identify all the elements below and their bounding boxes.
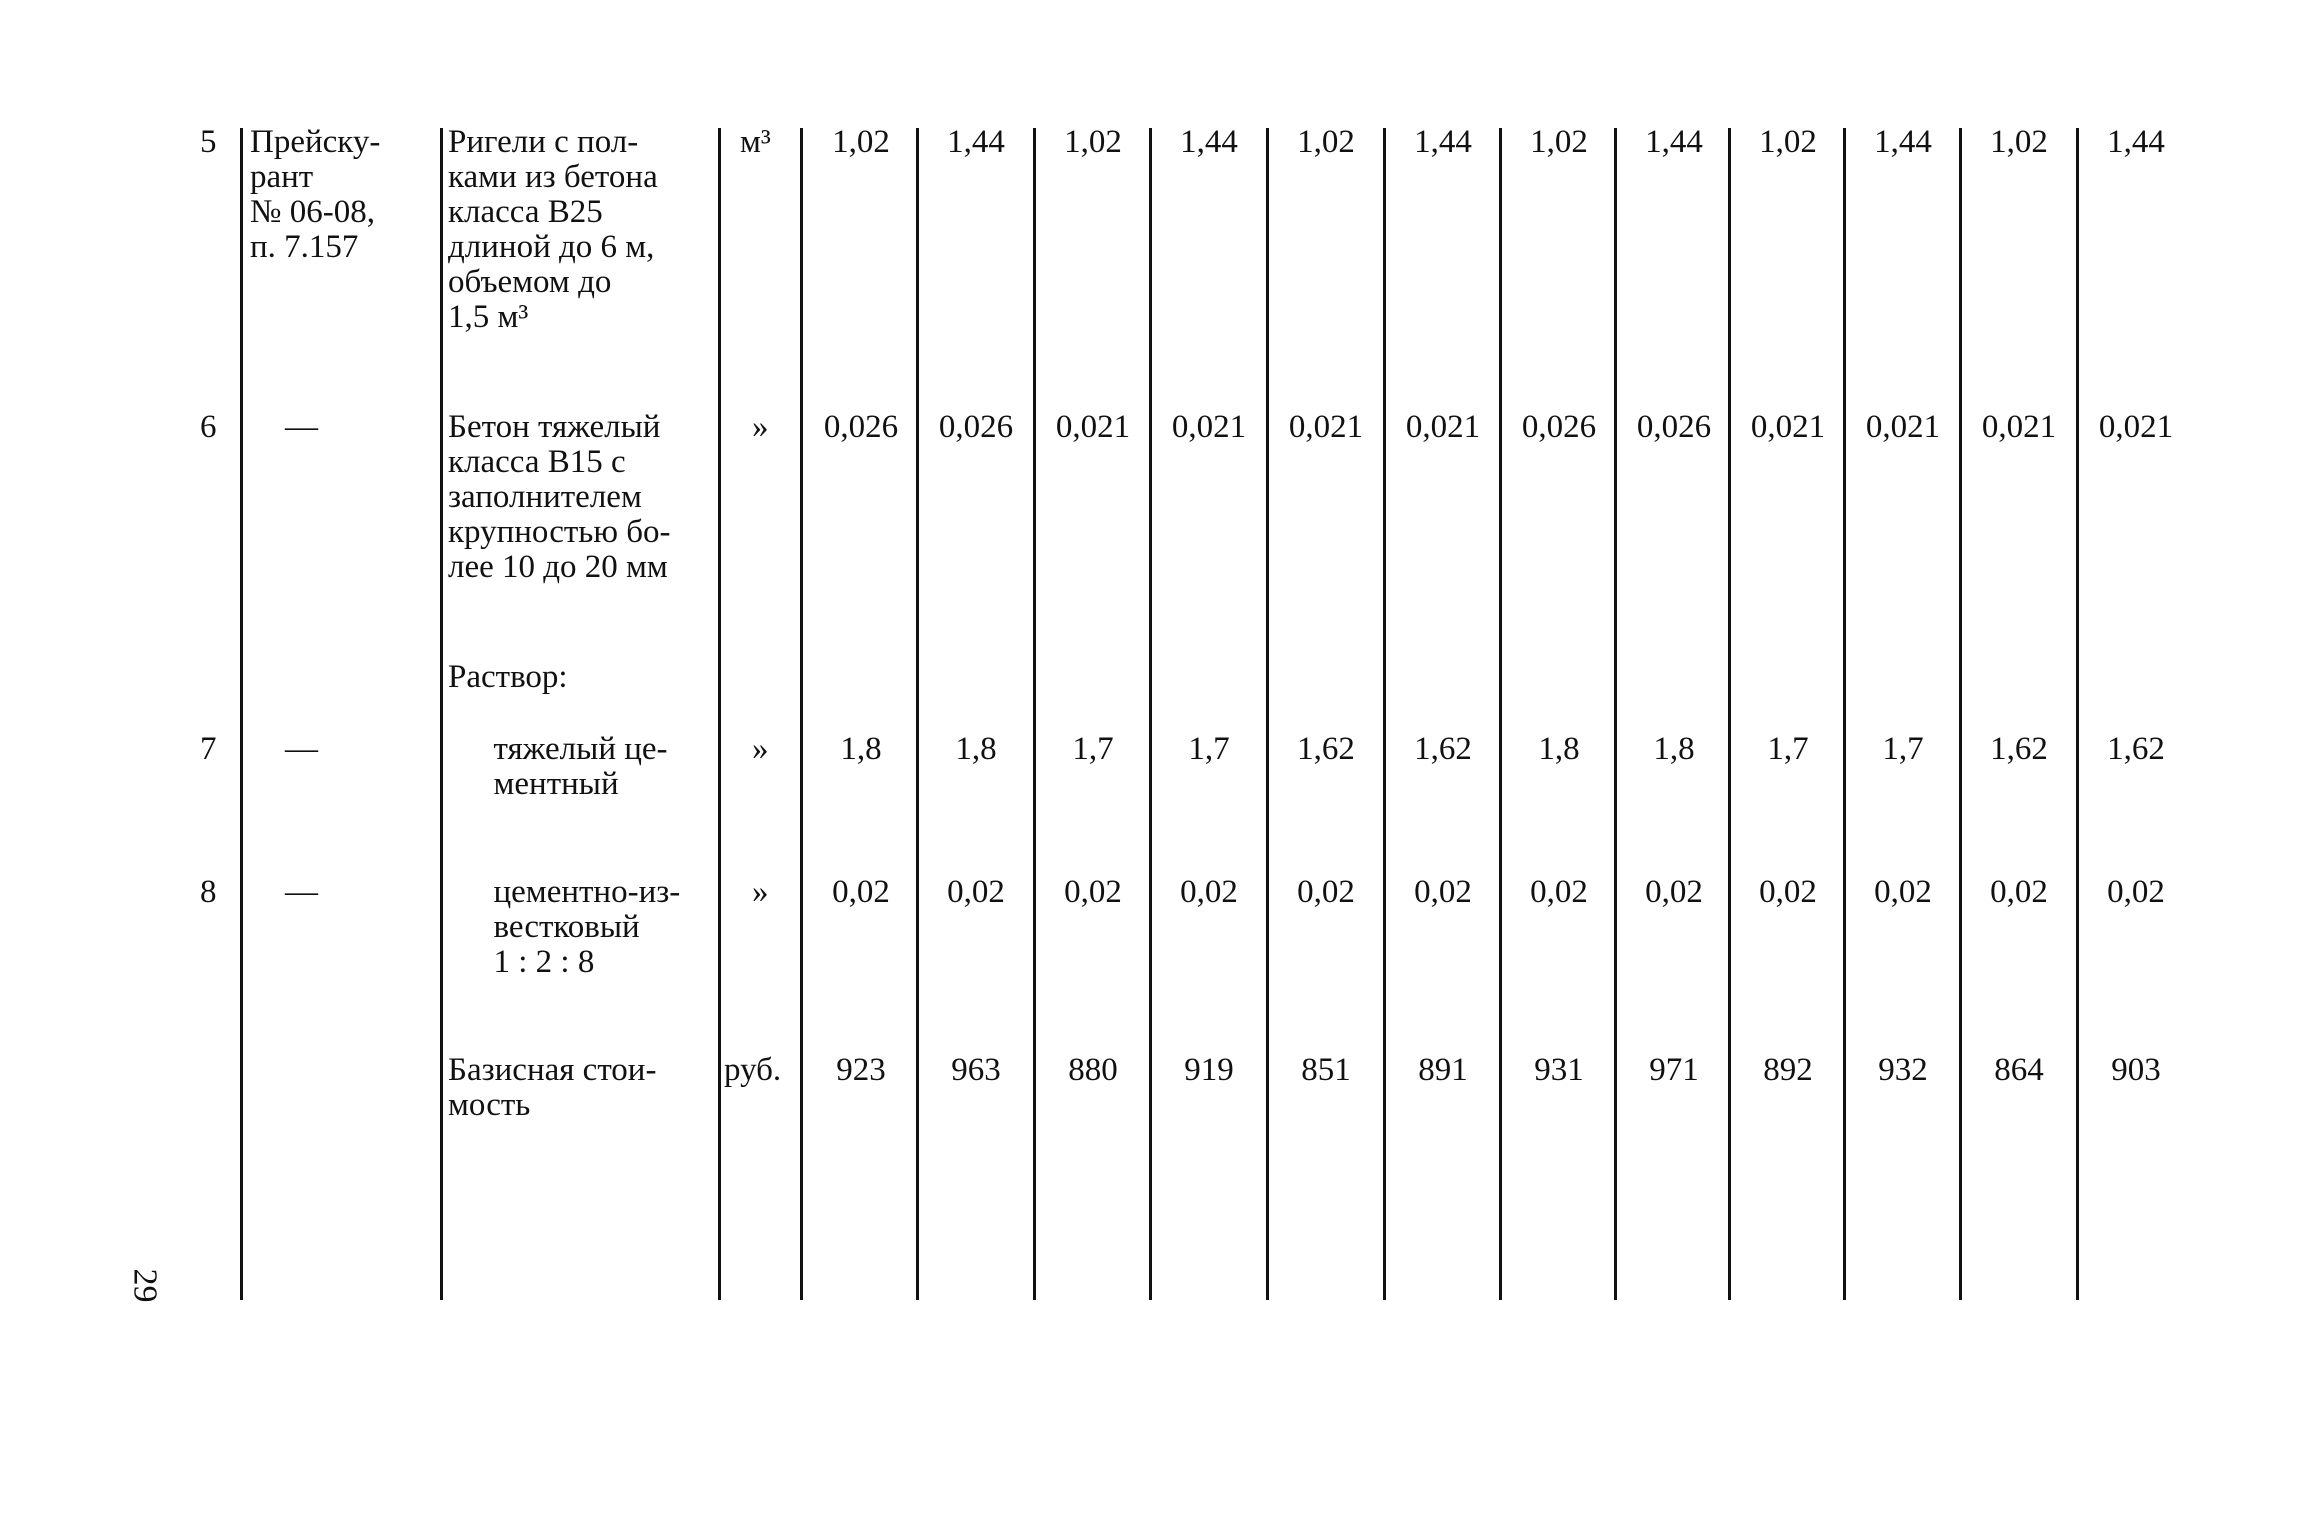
- value-cell: 1,62: [1414, 731, 1472, 767]
- value-cell: 1,44: [1874, 124, 1932, 160]
- value-cell: 1,8: [1653, 731, 1695, 767]
- value-cell: 0,02: [1759, 874, 1817, 910]
- row-number: 6: [200, 409, 217, 445]
- row-number: 5: [200, 124, 217, 160]
- value-cell: 923: [836, 1052, 886, 1088]
- value-cell: 0,021: [1981, 409, 2057, 445]
- column-divider: [718, 128, 721, 1300]
- value-cell: 0,02: [1990, 874, 2048, 910]
- unit: »: [752, 409, 769, 445]
- value-cell: 0,02: [832, 874, 890, 910]
- value-cell: 0,02: [1645, 874, 1703, 910]
- price-source: —: [285, 874, 318, 910]
- value-cell: 0,021: [2098, 409, 2174, 445]
- column-divider: [1728, 128, 1731, 1300]
- column-divider: [1499, 128, 1502, 1300]
- price-source: —: [285, 731, 318, 767]
- price-source: —: [285, 409, 318, 445]
- value-cell: 1,02: [1530, 124, 1588, 160]
- value-cell: 963: [951, 1052, 1001, 1088]
- value-cell: 892: [1763, 1052, 1813, 1088]
- value-cell: 1,8: [1538, 731, 1580, 767]
- item-name: Бетон тяжелый класса В15 с заполнителем …: [448, 409, 671, 585]
- value-cell: 0,026: [938, 409, 1014, 445]
- unit: »: [752, 874, 769, 910]
- value-cell: 880: [1068, 1052, 1118, 1088]
- column-divider: [240, 128, 243, 1300]
- item-name: цементно-из- вестковый 1 : 2 : 8: [493, 874, 681, 980]
- value-cell: 0,02: [1530, 874, 1588, 910]
- value-cell: 0,02: [947, 874, 1005, 910]
- value-cell: 0,02: [2107, 874, 2165, 910]
- column-divider: [1959, 128, 1962, 1300]
- value-cell: 903: [2111, 1052, 2161, 1088]
- item-name: Ригели с пол- ками из бетона класса В25 …: [448, 124, 658, 335]
- value-cell: 1,8: [840, 731, 882, 767]
- value-cell: 1,44: [1414, 124, 1472, 160]
- value-cell: 0,026: [1521, 409, 1597, 445]
- value-cell: 0,021: [1865, 409, 1941, 445]
- page-number: 29: [126, 1268, 164, 1303]
- item-name: тяжелый це- ментный: [493, 731, 668, 802]
- value-cell: 919: [1184, 1052, 1234, 1088]
- value-cell: 891: [1418, 1052, 1468, 1088]
- value-cell: 1,02: [1990, 124, 2048, 160]
- value-cell: 0,02: [1414, 874, 1472, 910]
- value-cell: 0,02: [1297, 874, 1355, 910]
- value-cell: 1,7: [1882, 731, 1924, 767]
- column-divider: [1033, 128, 1036, 1300]
- value-cell: 1,02: [832, 124, 890, 160]
- value-cell: 0,021: [1750, 409, 1826, 445]
- value-cell: 1,02: [1759, 124, 1817, 160]
- value-cell: 1,7: [1072, 731, 1114, 767]
- item-name: Раствор:: [448, 659, 568, 695]
- column-divider: [800, 128, 803, 1300]
- value-cell: 1,62: [1990, 731, 2048, 767]
- value-cell: 864: [1994, 1052, 2044, 1088]
- value-cell: 0,026: [823, 409, 899, 445]
- value-cell: 0,021: [1288, 409, 1364, 445]
- value-cell: 1,44: [1645, 124, 1703, 160]
- column-divider: [1843, 128, 1846, 1300]
- column-divider: [440, 128, 443, 1300]
- value-cell: 1,8: [955, 731, 997, 767]
- value-cell: 1,44: [2107, 124, 2165, 160]
- column-divider: [1149, 128, 1152, 1300]
- column-divider: [1614, 128, 1617, 1300]
- value-cell: 931: [1534, 1052, 1584, 1088]
- unit: м³: [740, 124, 771, 160]
- value-cell: 1,7: [1767, 731, 1809, 767]
- value-cell: 971: [1649, 1052, 1699, 1088]
- value-cell: 0,021: [1171, 409, 1247, 445]
- row-number: 7: [200, 731, 217, 767]
- value-cell: 1,44: [947, 124, 1005, 160]
- value-cell: 1,44: [1180, 124, 1238, 160]
- value-cell: 1,02: [1297, 124, 1355, 160]
- value-cell: 0,02: [1064, 874, 1122, 910]
- unit: »: [752, 731, 769, 767]
- value-cell: 0,02: [1180, 874, 1238, 910]
- column-divider: [1383, 128, 1386, 1300]
- value-cell: 1,7: [1188, 731, 1230, 767]
- value-cell: 851: [1301, 1052, 1351, 1088]
- column-divider: [1266, 128, 1269, 1300]
- column-divider: [2076, 128, 2079, 1300]
- row-number: 8: [200, 874, 217, 910]
- price-source: Прейску- рант № 06-08, п. 7.157: [250, 124, 381, 265]
- value-cell: 0,021: [1055, 409, 1131, 445]
- item-name: Базисная стои- мость: [448, 1052, 657, 1123]
- column-divider: [916, 128, 919, 1300]
- unit: руб.: [724, 1052, 782, 1088]
- value-cell: 0,021: [1405, 409, 1481, 445]
- value-cell: 0,026: [1636, 409, 1712, 445]
- value-cell: 1,62: [2107, 731, 2165, 767]
- value-cell: 0,02: [1874, 874, 1932, 910]
- value-cell: 1,62: [1297, 731, 1355, 767]
- value-cell: 1,02: [1064, 124, 1122, 160]
- value-cell: 932: [1878, 1052, 1928, 1088]
